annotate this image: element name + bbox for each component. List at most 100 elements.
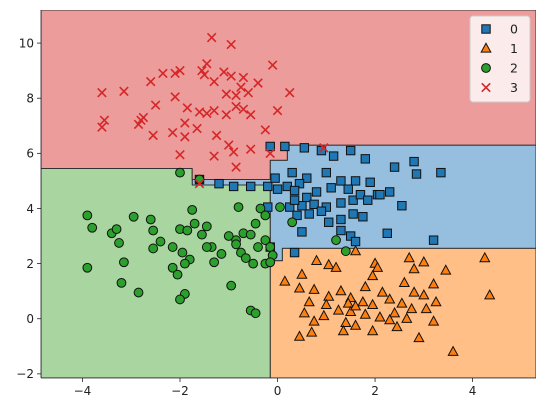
point-class-3 <box>211 130 222 141</box>
point-class-0 <box>292 210 302 221</box>
point-class-1 <box>401 312 413 323</box>
point-class-3 <box>192 123 202 134</box>
point-class-3 <box>226 71 236 81</box>
point-class-2 <box>233 202 244 212</box>
point-class-1 <box>418 289 430 300</box>
point-class-3 <box>170 68 180 79</box>
y-tick-label: −2 <box>16 367 34 381</box>
point-class-2 <box>260 235 271 246</box>
point-class-0 <box>411 169 422 179</box>
point-class-1 <box>408 262 420 274</box>
data-points <box>82 32 496 356</box>
legend-label: 1 <box>510 41 518 56</box>
point-class-2 <box>226 280 237 291</box>
point-class-0 <box>228 181 239 192</box>
point-class-1 <box>279 275 291 286</box>
point-class-2 <box>340 246 351 257</box>
point-class-3 <box>182 103 193 113</box>
point-class-2 <box>216 249 227 259</box>
point-class-3 <box>180 132 190 142</box>
point-class-0 <box>311 187 322 197</box>
point-class-1 <box>359 280 371 292</box>
point-class-3 <box>260 125 271 135</box>
legend-box <box>469 15 531 103</box>
point-class-1 <box>391 320 403 332</box>
point-class-1 <box>306 326 318 337</box>
point-class-1 <box>332 304 345 315</box>
point-class-1 <box>323 290 335 301</box>
legend-label: 3 <box>510 80 518 95</box>
point-class-0 <box>285 202 295 212</box>
point-class-0 <box>302 173 312 183</box>
point-class-0 <box>246 181 256 192</box>
point-class-3 <box>284 87 295 98</box>
point-class-2 <box>182 225 193 236</box>
point-class-3 <box>245 109 256 120</box>
point-class-1 <box>303 295 315 307</box>
point-class-2 <box>133 287 144 298</box>
point-class-1 <box>398 276 410 287</box>
point-class-3 <box>194 178 205 189</box>
point-class-3 <box>223 140 234 150</box>
point-class-2 <box>148 225 159 236</box>
point-class-1 <box>293 282 306 293</box>
point-class-2 <box>167 262 178 273</box>
point-class-0 <box>297 227 307 237</box>
point-class-1 <box>418 255 430 267</box>
legend-label: 0 <box>510 22 518 37</box>
point-class-1 <box>349 300 362 311</box>
x-tick-label: −4 <box>74 384 92 398</box>
point-class-1 <box>376 286 389 297</box>
point-class-1 <box>293 330 306 341</box>
point-class-1 <box>320 298 332 310</box>
point-class-0 <box>272 184 283 194</box>
point-class-1 <box>366 269 379 281</box>
point-class-0 <box>428 235 439 245</box>
point-class-1 <box>340 316 352 327</box>
point-class-3 <box>231 90 241 101</box>
x-tick-label: 0 <box>274 384 282 398</box>
point-class-3 <box>238 104 249 115</box>
point-class-1 <box>337 324 350 336</box>
point-class-0 <box>348 195 358 205</box>
y-tick-label: 4 <box>26 202 34 216</box>
point-class-0 <box>350 236 361 247</box>
point-class-3 <box>175 65 185 76</box>
point-class-2 <box>179 258 190 269</box>
point-class-0 <box>409 156 419 167</box>
point-class-1 <box>323 258 335 270</box>
point-class-0 <box>345 145 356 156</box>
point-class-0 <box>321 167 331 178</box>
point-class-0 <box>302 192 312 203</box>
point-class-3 <box>228 147 239 157</box>
point-class-3 <box>199 70 210 80</box>
point-class-1 <box>349 319 362 330</box>
point-class-0 <box>214 178 224 189</box>
point-class-2 <box>245 229 256 240</box>
point-class-1 <box>335 284 347 296</box>
point-class-1 <box>440 264 452 275</box>
point-class-3 <box>119 86 129 97</box>
point-class-0 <box>326 183 336 193</box>
point-class-3 <box>265 148 275 159</box>
point-class-3 <box>175 149 185 160</box>
point-class-2 <box>175 167 185 178</box>
point-class-1 <box>345 305 357 316</box>
x-tick-label: −2 <box>171 384 189 398</box>
point-class-2 <box>87 222 98 233</box>
point-class-1 <box>479 251 491 263</box>
legend-marker-3 <box>481 82 491 93</box>
point-class-1 <box>308 283 320 294</box>
point-class-1 <box>371 261 384 272</box>
point-class-3 <box>221 109 232 120</box>
point-class-2 <box>145 214 156 225</box>
point-class-3 <box>167 127 178 138</box>
point-class-2 <box>209 257 220 268</box>
point-class-0 <box>336 225 346 236</box>
point-class-2 <box>265 242 276 252</box>
point-class-3 <box>202 58 212 69</box>
point-class-3 <box>145 76 156 87</box>
point-class-0 <box>289 195 300 205</box>
point-class-3 <box>148 130 158 141</box>
point-class-1 <box>384 313 396 325</box>
